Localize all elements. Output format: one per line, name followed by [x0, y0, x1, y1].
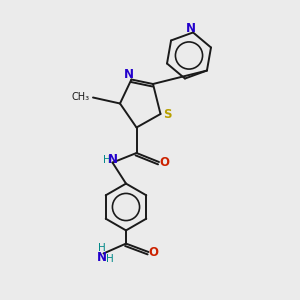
Text: H: H [106, 254, 113, 265]
Text: H: H [103, 154, 110, 165]
Text: O: O [148, 246, 159, 259]
Text: N: N [124, 68, 134, 81]
Text: CH₃: CH₃ [71, 92, 89, 102]
Text: H: H [98, 243, 106, 253]
Text: S: S [163, 108, 171, 121]
Text: O: O [159, 156, 169, 169]
Text: N: N [186, 22, 196, 35]
Text: N: N [108, 153, 118, 166]
Text: N: N [97, 250, 107, 264]
